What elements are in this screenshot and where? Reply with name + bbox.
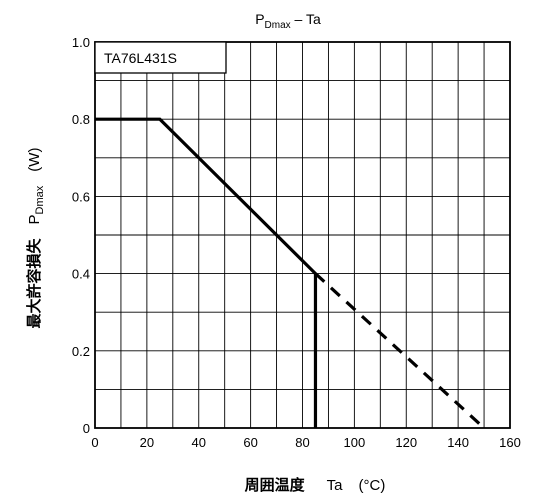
- chart-title: PDmax – Ta: [255, 11, 321, 31]
- plot-frame: [94, 41, 511, 429]
- x-axis-label: 周囲温度 Ta (°C): [245, 476, 386, 494]
- y-tick-label: 0: [83, 421, 90, 436]
- x-tick-label: 40: [192, 435, 206, 450]
- y-tick-label: 0.4: [72, 267, 90, 282]
- grid: [95, 42, 510, 428]
- y-tick-label: 0.8: [72, 112, 90, 127]
- y-tick-label: 1.0: [72, 35, 90, 50]
- y-axis-label: 最大許容損失PDmax(W): [25, 148, 46, 329]
- x-tick-label: 140: [447, 435, 469, 450]
- y-tick-label: 0.2: [72, 344, 90, 359]
- x-tick-label: 60: [243, 435, 257, 450]
- y-tick-label: 0.6: [72, 189, 90, 204]
- x-tick-label: 160: [499, 435, 521, 450]
- legend-label: TA76L431S: [104, 50, 177, 66]
- series-group: [95, 117, 486, 430]
- y-ticks: 0 0.2 0.4 0.6 0.8 1.0: [72, 35, 90, 436]
- x-tick-label: 80: [295, 435, 309, 450]
- x-tick-label: 100: [344, 435, 366, 450]
- x-tick-label: 0: [91, 435, 98, 450]
- series-line-2: [314, 272, 486, 430]
- x-tick-label: 20: [140, 435, 154, 450]
- plot-frame-rect: [94, 41, 511, 429]
- legend-box: [94, 41, 227, 74]
- x-ticks: 0 20 40 60 80 100 120 140 160: [91, 435, 520, 450]
- x-tick-label: 120: [395, 435, 417, 450]
- series-line-1: [95, 117, 317, 275]
